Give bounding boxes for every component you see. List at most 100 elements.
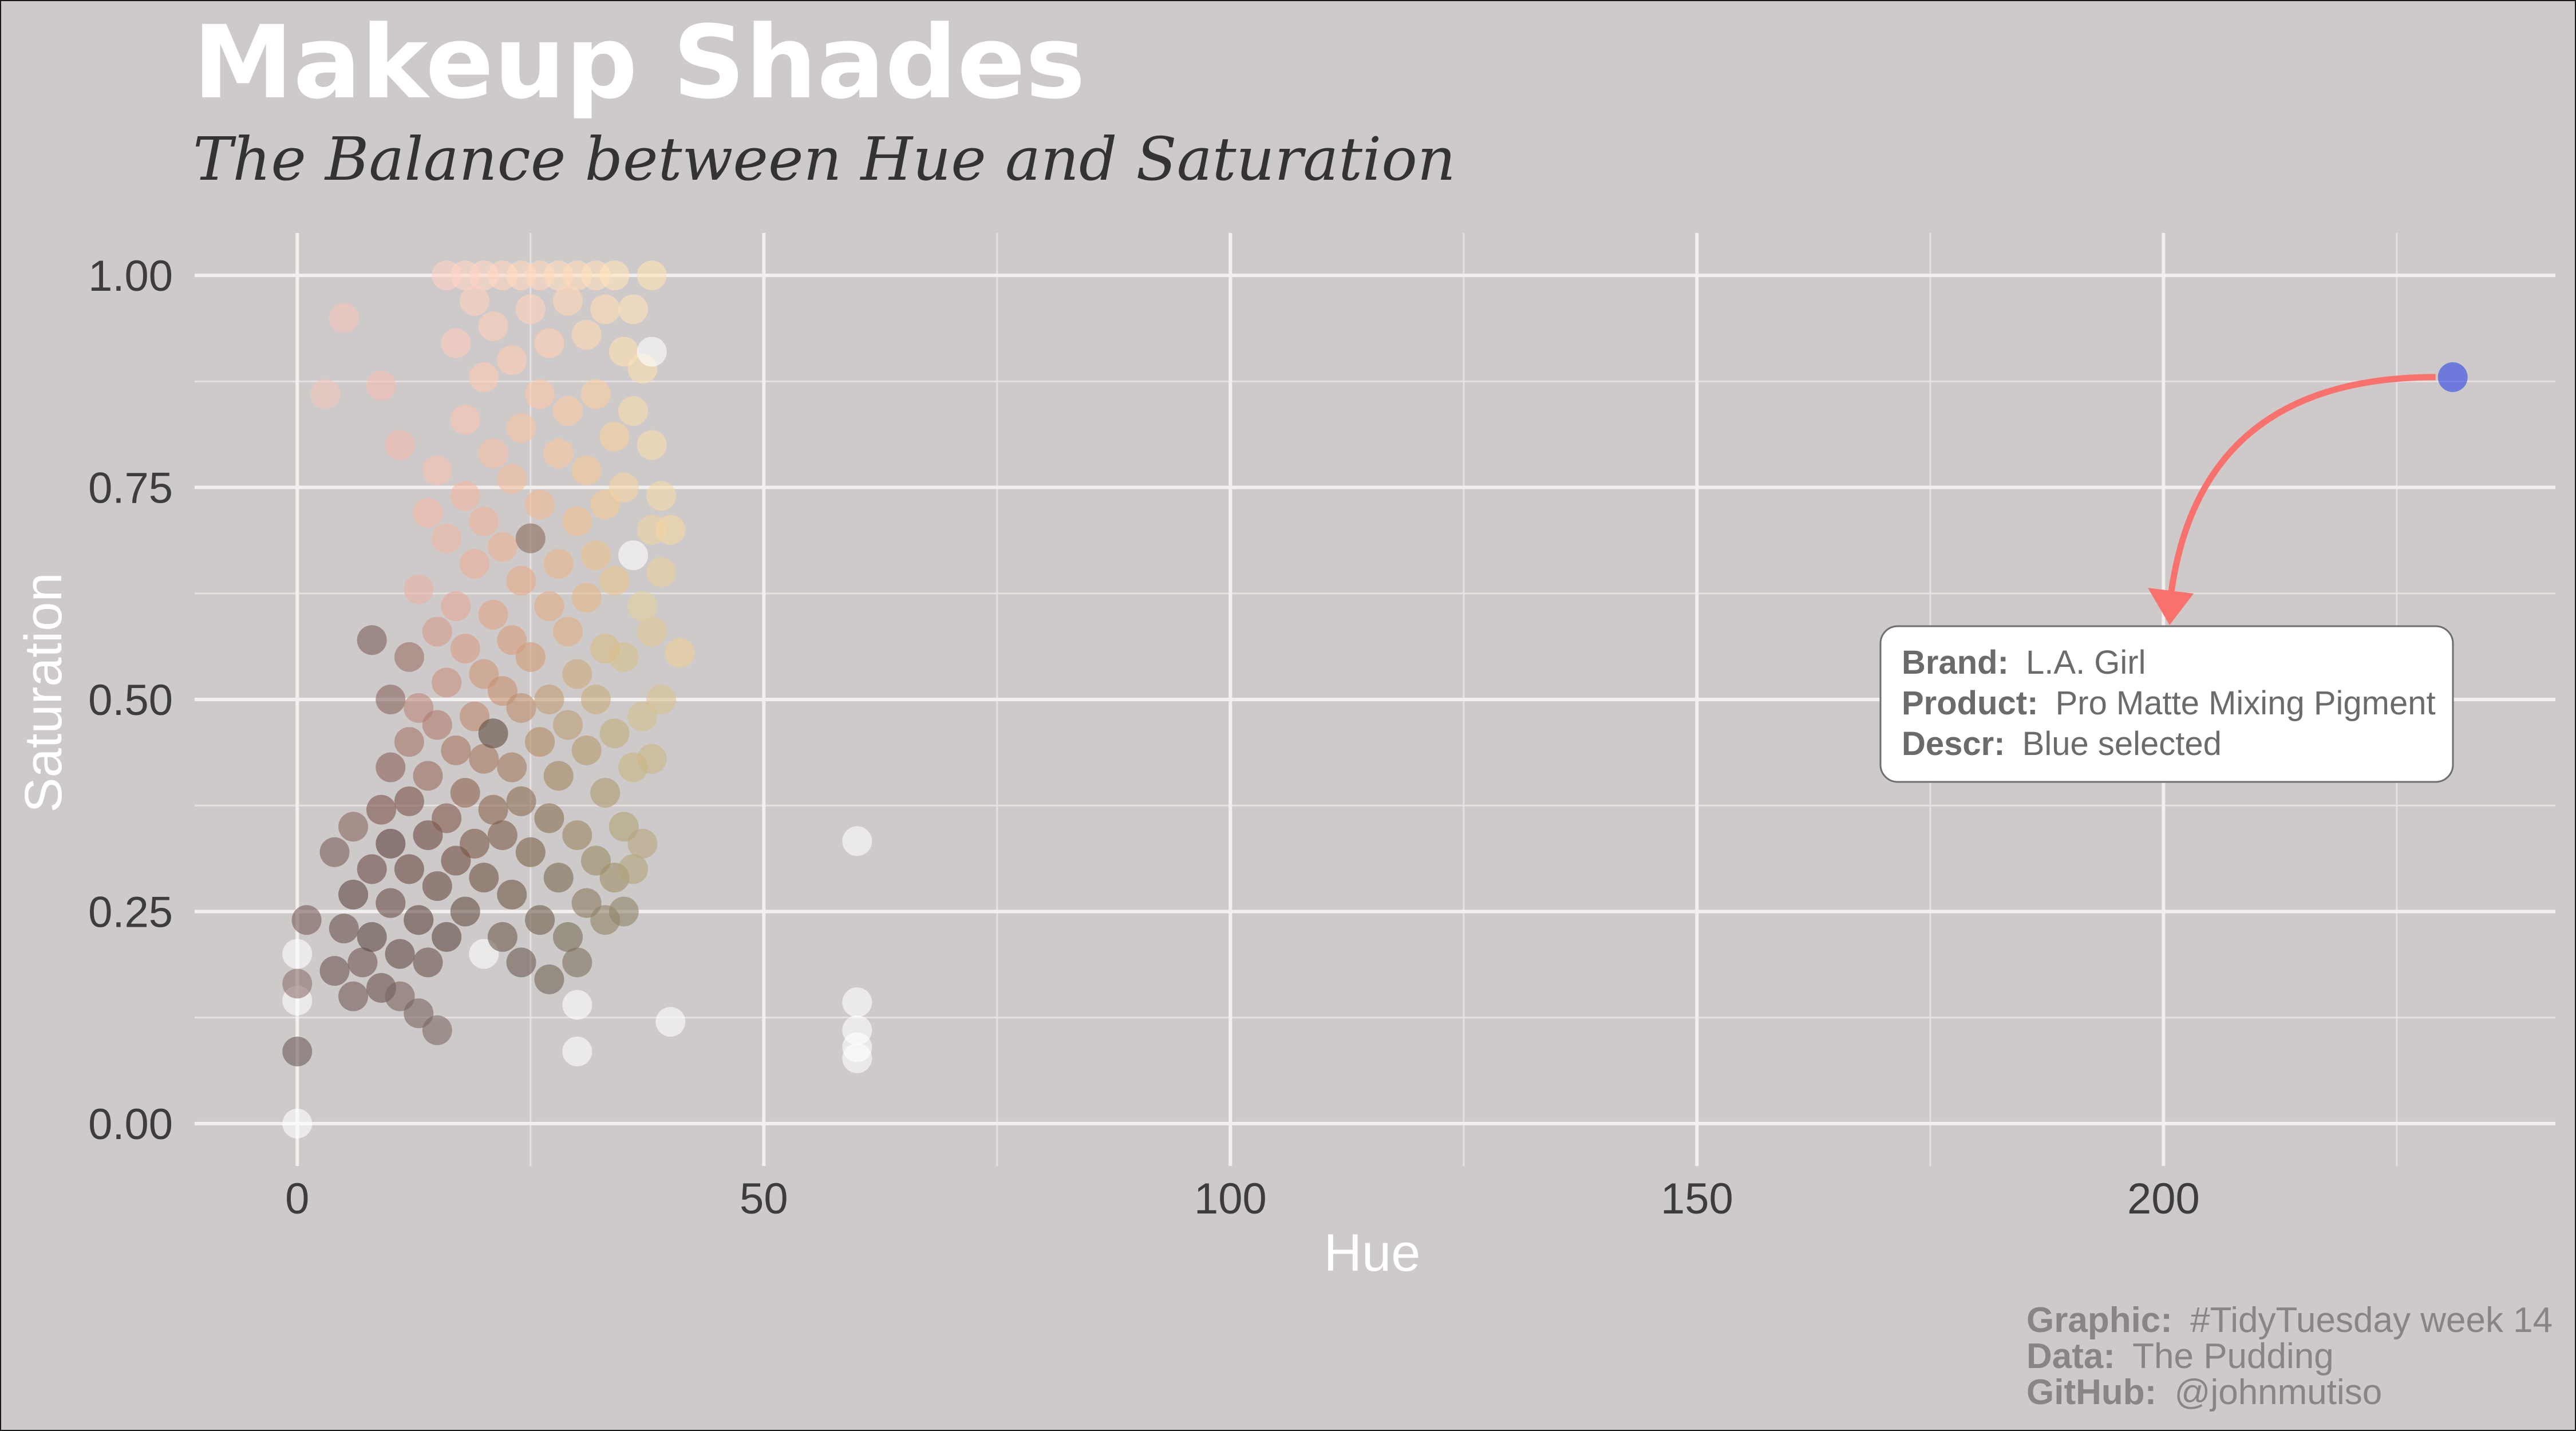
- data-point: [432, 803, 462, 833]
- data-point: [450, 481, 480, 511]
- data-point: [497, 752, 527, 782]
- caption-value: The Pudding: [2132, 1337, 2334, 1376]
- data-point: [469, 506, 499, 536]
- data-point: [646, 685, 677, 714]
- data-point: [506, 566, 536, 596]
- data-point: [553, 710, 583, 740]
- data-point: [422, 1015, 452, 1045]
- y-axis-label: Saturation: [14, 572, 73, 812]
- data-point: [637, 744, 667, 774]
- data-point: [543, 438, 574, 469]
- data-point: [376, 828, 406, 859]
- data-point: [525, 727, 555, 757]
- data-point: [497, 345, 527, 375]
- data-point: [515, 523, 546, 554]
- data-point: [460, 286, 490, 316]
- caption-line: GitHub: @johnmutiso: [2026, 1373, 2382, 1412]
- data-point: [385, 939, 415, 969]
- data-point: [497, 879, 527, 910]
- data-point: [543, 863, 574, 893]
- data-point: [534, 964, 564, 994]
- data-point: [655, 1007, 686, 1037]
- data-point: [562, 1036, 592, 1066]
- y-tick-label: 0.75: [88, 464, 173, 513]
- data-point: [291, 905, 322, 935]
- annotation-arrow: [2167, 374, 2436, 597]
- data-point: [441, 735, 471, 765]
- data-point: [562, 506, 592, 536]
- data-point: [562, 659, 592, 689]
- y-tick-label: 0.50: [88, 676, 173, 725]
- data-point: [618, 294, 649, 325]
- data-point: [609, 472, 639, 503]
- data-point: [366, 794, 397, 825]
- data-point: [534, 803, 564, 833]
- data-point: [609, 896, 639, 927]
- data-point: [478, 311, 508, 341]
- data-point: [842, 987, 872, 1018]
- data-point: [282, 1108, 313, 1139]
- data-point: [404, 905, 434, 935]
- data-point: [394, 642, 424, 672]
- data-point: [376, 685, 406, 714]
- data-point: [571, 319, 602, 350]
- data-point: [525, 489, 555, 520]
- data-point: [534, 685, 564, 714]
- data-point: [282, 1036, 313, 1066]
- data-point: [506, 693, 536, 723]
- data-point: [553, 286, 583, 316]
- data-point: [627, 828, 658, 859]
- annotation-line: Product: Pro Matte Mixing Pigment: [1902, 685, 2436, 722]
- data-point: [627, 591, 658, 621]
- data-point: [599, 421, 630, 452]
- x-tick-label: 150: [1661, 1175, 1733, 1223]
- x-axis-label: Hue: [1324, 1224, 1421, 1282]
- data-point: [432, 667, 462, 698]
- data-point: [2437, 362, 2468, 392]
- data-point: [599, 566, 630, 596]
- data-point: [469, 744, 499, 774]
- data-point: [469, 863, 499, 893]
- y-tick-label: 1.00: [88, 252, 173, 301]
- data-point: [609, 642, 639, 672]
- data-point: [515, 642, 546, 672]
- data-point: [422, 455, 452, 485]
- annotation-value: Blue selected: [2022, 725, 2222, 762]
- data-point: [637, 616, 667, 647]
- data-point: [553, 922, 583, 952]
- data-point: [450, 896, 480, 927]
- data-point: [525, 905, 555, 935]
- data-point: [534, 591, 564, 621]
- y-tick-label: 0.00: [88, 1100, 173, 1149]
- data-point: [525, 379, 555, 409]
- data-point: [413, 947, 443, 978]
- data-point: [441, 328, 471, 358]
- data-point: [422, 710, 452, 740]
- data-point: [338, 879, 369, 910]
- data-point: [319, 956, 350, 986]
- data-point: [665, 638, 695, 668]
- caption-line: Data: The Pudding: [2026, 1337, 2334, 1376]
- caption-line: Graphic: #TidyTuesday week 14: [2026, 1300, 2553, 1340]
- data-point: [413, 498, 443, 528]
- data-point: [543, 761, 574, 791]
- annotation-arrowhead: [2148, 588, 2194, 625]
- data-point: [553, 396, 583, 426]
- data-point: [618, 396, 649, 426]
- annotation: Brand: L.A. Girl Product: Pro Matte Mixi…: [1879, 374, 2454, 783]
- data-point: [347, 947, 378, 978]
- data-point: [450, 634, 480, 664]
- data-point: [432, 523, 462, 554]
- data-point: [487, 532, 517, 562]
- data-point: [422, 616, 452, 647]
- chart-subtitle: The Balance between Hue and Saturation: [193, 124, 1456, 194]
- data-point: [580, 540, 611, 571]
- data-point: [543, 548, 574, 579]
- data-point: [487, 820, 517, 851]
- data-point: [655, 515, 686, 545]
- data-point: [599, 718, 630, 749]
- y-axis-ticks: 0.00 0.25 0.50 0.75 1.00: [88, 252, 173, 1149]
- data-point: [562, 990, 592, 1020]
